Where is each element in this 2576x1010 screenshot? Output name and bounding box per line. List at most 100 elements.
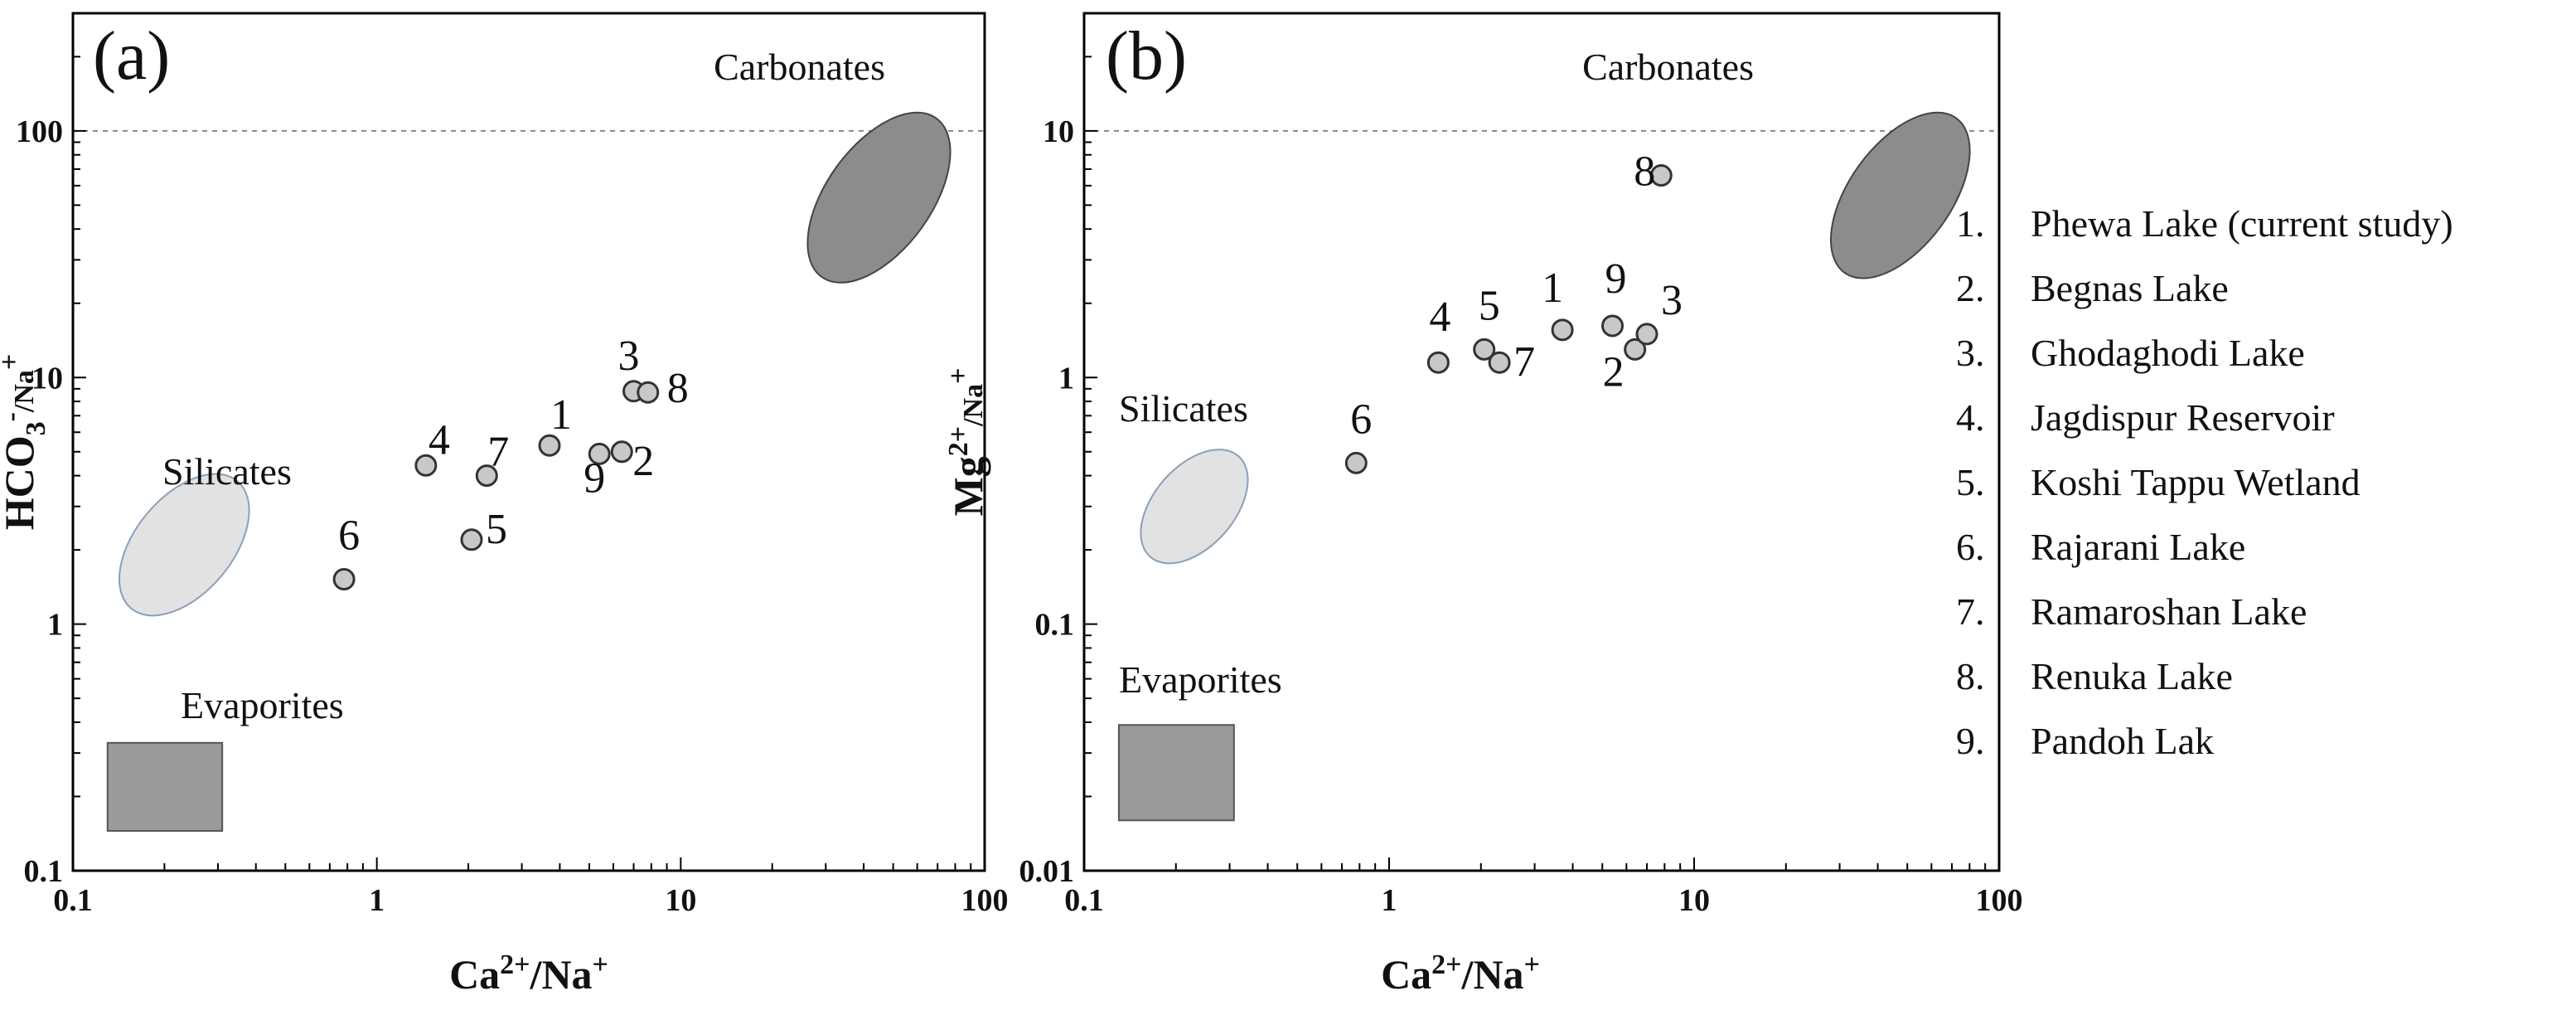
- data-label-2: 2: [1603, 348, 1625, 396]
- legend-num: 9.: [1956, 719, 1985, 762]
- silicates-label: Silicates: [162, 450, 292, 493]
- legend-label: Jagdispur Reservoir: [2031, 396, 2335, 439]
- data-label-7: 7: [487, 429, 509, 476]
- y-tick-label: 100: [16, 114, 63, 149]
- carbonates-label: Carbonates: [714, 46, 885, 88]
- data-label-3: 3: [1661, 277, 1683, 324]
- legend-item: 2. Begnas Lake: [1956, 255, 2569, 320]
- y-tick-label: 0.01: [1019, 854, 1075, 889]
- data-label-8: 8: [667, 365, 689, 412]
- data-label-6: 6: [338, 512, 360, 560]
- legend-label: Ramaroshan Lake: [2031, 590, 2307, 633]
- legend-label: Ghodaghodi Lake: [2031, 331, 2305, 374]
- legend-num: 2.: [1956, 266, 1985, 309]
- legend: 1. Phewa Lake (current study) 2. Begnas La…: [1956, 191, 2569, 773]
- x-tick-label: 10: [665, 883, 696, 918]
- x-axis-label: Ca2+/Na+: [1381, 949, 1540, 998]
- x-tick-label: 10: [1678, 883, 1710, 918]
- legend-item: 8. Renuka Lake: [1956, 643, 2569, 708]
- evaporites-region: [1117, 724, 1235, 822]
- data-point-6: [1344, 451, 1368, 474]
- data-label-1: 1: [550, 391, 572, 439]
- data-label-9: 9: [1605, 255, 1627, 303]
- y-tick-label: 10: [1043, 114, 1074, 149]
- data-point-9: [1601, 314, 1625, 337]
- data-point-5: [1473, 337, 1496, 361]
- legend-item: 4. Jagdispur Reservoir: [1956, 385, 2569, 449]
- panel-label: (b): [1106, 17, 1187, 95]
- data-point-5: [460, 528, 483, 551]
- data-label-5: 5: [1479, 282, 1500, 329]
- data-point-3: [1635, 323, 1658, 346]
- data-label-7: 7: [1513, 338, 1535, 386]
- legend-num: 1.: [1956, 202, 1985, 245]
- legend-label: Pandoh Lak: [2031, 719, 2215, 762]
- legend-num: 3.: [1956, 331, 1985, 374]
- data-point-6: [332, 568, 356, 591]
- x-tick-label: 1: [1382, 883, 1397, 918]
- panel-a: Carbonates Silicates Evaporites 0.1 1 10 100 0.…: [0, 12, 1009, 998]
- legend-label: Koshi Tappu Wetland: [2031, 460, 2361, 503]
- legend-item: 5. Koshi Tappu Wetland: [1956, 449, 2569, 514]
- legend-num: 8.: [1956, 654, 1985, 697]
- legend-num: 4.: [1956, 396, 1985, 439]
- legend-item: 7. Ramaroshan Lake: [1956, 579, 2569, 643]
- evaporites-label: Evaporites: [1119, 658, 1282, 701]
- data-point-2: [610, 440, 633, 464]
- y-tick-label: 10: [31, 361, 63, 396]
- data-point-1: [1551, 318, 1574, 342]
- silicates-region: [118, 473, 250, 617]
- data-point-4: [414, 454, 438, 477]
- y-tick-label: 0.1: [1035, 608, 1075, 643]
- x-tick-label: 100: [1976, 883, 2023, 918]
- y-axis-label: HCO3-/Na+: [0, 354, 51, 531]
- data-point-7: [475, 464, 498, 488]
- evaporites-region: [106, 741, 224, 833]
- legend-item: 3. Ghodaghodi Lake: [1956, 320, 2569, 385]
- data-label-3: 3: [618, 333, 640, 380]
- plot-frame: [1082, 12, 2001, 872]
- data-point-1: [538, 434, 561, 457]
- legend-item: 9. Pandoh Lak: [1956, 708, 2569, 773]
- data-point-9: [588, 442, 611, 465]
- legend-label: Rajarani Lake: [2031, 525, 2246, 568]
- data-point-8: [637, 381, 660, 404]
- data-point-8: [1649, 164, 1673, 187]
- y-axis-label: Mg2+/Na+: [943, 368, 991, 517]
- legend-label: Phewa Lake (current study): [2031, 202, 2453, 245]
- x-tick-label: 0.1: [1064, 883, 1104, 918]
- silicates-region: [1140, 449, 1249, 565]
- y-tick-label: 1: [47, 608, 63, 643]
- x-tick-label: 0.1: [53, 883, 93, 918]
- data-label-5: 5: [486, 506, 507, 553]
- data-label-4: 4: [429, 416, 450, 464]
- plot-frame: [71, 12, 986, 872]
- data-point-4: [1426, 351, 1450, 374]
- data-point-7: [1488, 351, 1511, 374]
- evaporites-label: Evaporites: [181, 684, 344, 726]
- carbonates-region: [1830, 111, 1971, 279]
- data-label-6: 6: [1350, 396, 1372, 443]
- x-axis-label: Ca2+/Na+: [449, 949, 608, 998]
- legend-item: 6. Rajarani Lake: [1956, 514, 2569, 579]
- silicates-label: Silicates: [1119, 387, 1248, 430]
- y-tick-label: 0.1: [24, 854, 64, 889]
- legend-label: Begnas Lake: [2031, 266, 2229, 309]
- data-label-1: 1: [1542, 265, 1563, 312]
- panel-label: (a): [93, 17, 170, 95]
- data-label-9: 9: [583, 454, 605, 502]
- carbonates-label: Carbonates: [1582, 46, 1754, 88]
- x-tick-label: 100: [961, 883, 1009, 918]
- legend-item: 1. Phewa Lake (current study): [1956, 191, 2569, 255]
- legend-num: 7.: [1956, 590, 1985, 633]
- legend-label: Renuka Lake: [2031, 654, 2233, 697]
- carbonates-region: [806, 111, 951, 284]
- legend-num: 5.: [1956, 460, 1985, 503]
- y-tick-label: 1: [1058, 361, 1074, 396]
- panel-b: Carbonates Silicates Evaporites 0.1 1 10 100 0.…: [943, 12, 2023, 998]
- x-tick-label: 1: [369, 883, 385, 918]
- data-label-2: 2: [632, 438, 654, 485]
- data-label-8: 8: [1634, 148, 1655, 196]
- legend-num: 6.: [1956, 525, 1985, 568]
